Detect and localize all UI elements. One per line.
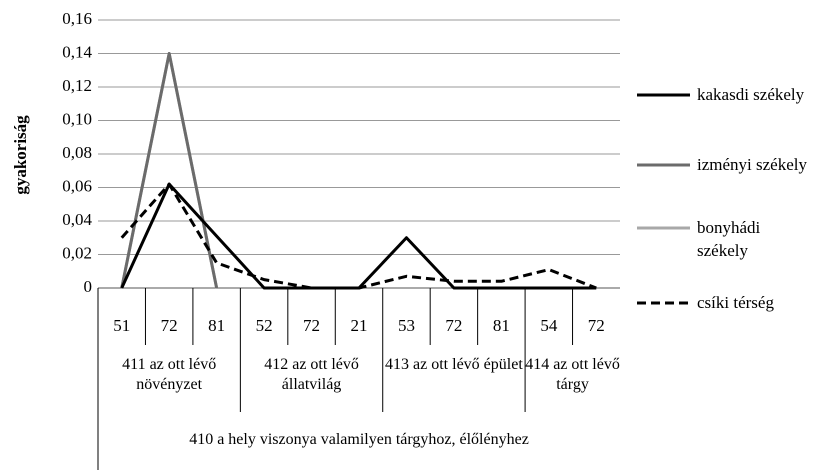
x-tick-label: 52 xyxy=(256,316,273,335)
y-tick-label: 0,04 xyxy=(62,210,92,229)
legend-label: kakasdi székely xyxy=(697,85,805,104)
x-tick-label: 72 xyxy=(445,316,462,335)
legend-label: bonyhádi székely xyxy=(697,218,761,260)
x-tick-label: 54 xyxy=(540,316,558,335)
y-tick-label: 0 xyxy=(84,277,93,296)
x-tick-label: 81 xyxy=(493,316,510,335)
x-tick-label: 72 xyxy=(303,316,320,335)
supergroup-label: 410 a hely viszonya valamilyen tárgyhoz,… xyxy=(189,431,529,448)
y-tick-label: 0,14 xyxy=(62,42,92,61)
series-line xyxy=(120,52,219,289)
y-tick-label: 0,12 xyxy=(62,76,92,95)
y-tick-label: 0,02 xyxy=(62,243,92,262)
group-label: 412 az ott lévő állatvilág xyxy=(264,356,359,393)
y-tick-label: 0,16 xyxy=(62,9,92,28)
legend-label: izményi székely xyxy=(697,155,807,174)
group-label: 413 az ott lévő épület xyxy=(385,356,523,373)
series-line xyxy=(120,182,597,290)
y-tick-label: 0,10 xyxy=(62,109,92,128)
series-line xyxy=(120,52,219,289)
x-tick-label: 72 xyxy=(588,316,605,335)
y-tick-label: 0,06 xyxy=(62,176,92,195)
series-line xyxy=(120,182,597,290)
x-tick-label: 21 xyxy=(351,316,368,335)
group-label: 411 az ott lévő növényzet xyxy=(122,356,217,393)
x-tick-label: 53 xyxy=(398,316,415,335)
x-tick-label: 81 xyxy=(208,316,225,335)
y-tick-label: 0,08 xyxy=(62,143,92,162)
y-axis-label: gyakoriság xyxy=(11,115,30,195)
x-tick-label: 72 xyxy=(161,316,178,335)
legend-label: csíki térség xyxy=(697,293,774,312)
x-tick-label: 51 xyxy=(113,316,130,335)
group-label: 414 az ott lévő tárgy xyxy=(525,356,620,393)
